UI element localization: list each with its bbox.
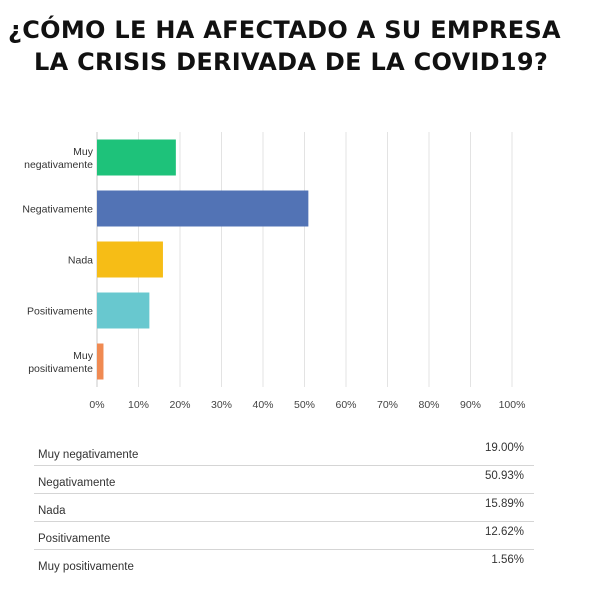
bar-chart: 0% 10% 20% 30% 40% 50% 60% 70% 80% 90% 100% Muy nega… xyxy=(22,132,526,411)
x-tick-label: 50% xyxy=(294,399,315,411)
row-value: 19.00% xyxy=(484,442,524,454)
x-tick-label: 30% xyxy=(211,399,232,411)
table-row: Positivamente 12.62% xyxy=(34,521,534,549)
row-value: 15.89% xyxy=(484,498,524,510)
x-tick-label: 100% xyxy=(499,399,526,411)
table-row: Muy negativamente 19.00% xyxy=(34,438,534,465)
row-label: Nada xyxy=(38,505,66,517)
row-label: Positivamente xyxy=(38,533,111,545)
row-value: 12.62% xyxy=(484,526,524,538)
row-label: Muy negativamente xyxy=(38,449,139,461)
x-tick-label: 90% xyxy=(460,399,481,411)
x-tick-label: 40% xyxy=(252,399,273,411)
x-tick-label: 0% xyxy=(89,399,104,411)
x-tick-label: 60% xyxy=(335,399,356,411)
bar xyxy=(97,190,309,227)
bar xyxy=(97,241,163,278)
bar xyxy=(97,343,104,380)
x-tick-label: 70% xyxy=(377,399,398,411)
table-row: Muy positivamente 1.56% xyxy=(34,549,534,577)
x-tick-label: 10% xyxy=(128,399,149,411)
bar xyxy=(97,292,150,329)
category-label: Muy negativamente xyxy=(24,146,94,171)
title-line-1: ¿CÓMO LE HA AFECTADO A SU EMPRESA xyxy=(8,16,561,44)
category-label: Negativamente xyxy=(22,204,93,216)
x-tick-label: 80% xyxy=(418,399,439,411)
category-label: Nada xyxy=(68,255,93,267)
row-label: Negativamente xyxy=(38,477,116,489)
title-line-2: LA CRISIS DERIVADA DE LA COVID19? xyxy=(34,48,549,76)
table-row: Negativamente 50.93% xyxy=(34,465,534,493)
row-value: 50.93% xyxy=(484,470,524,482)
category-label: Positivamente xyxy=(27,306,93,318)
row-label: Muy positivamente xyxy=(38,561,134,573)
row-value: 1.56% xyxy=(491,554,524,566)
table-row: Nada 15.89% xyxy=(34,493,534,521)
results-table: Muy negativamente 19.00% Negativamente 5… xyxy=(34,438,534,577)
category-label: Muy positivamente xyxy=(28,350,94,375)
bar xyxy=(97,139,176,176)
page-title: ¿CÓMO LE HA AFECTADO A SU EMPRESA LA CRI… xyxy=(8,14,598,78)
x-tick-label: 20% xyxy=(169,399,190,411)
